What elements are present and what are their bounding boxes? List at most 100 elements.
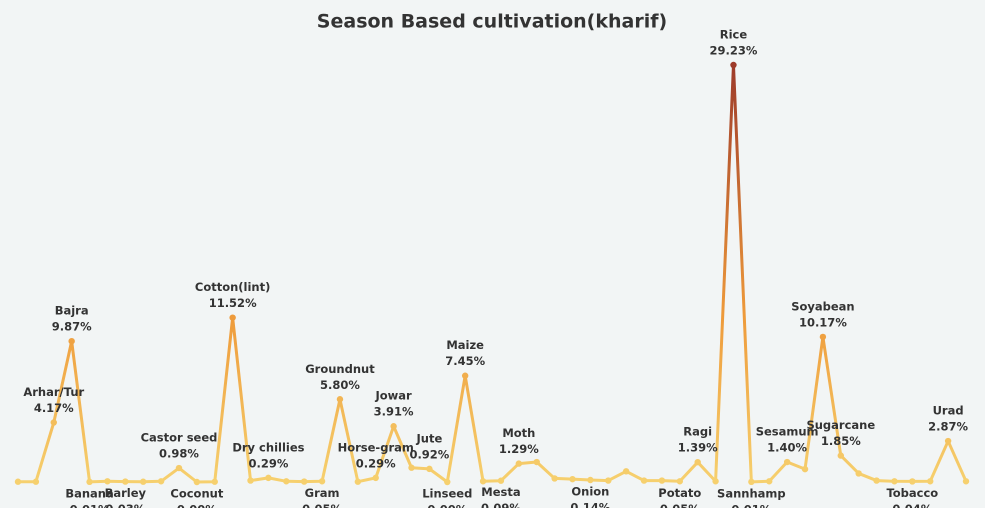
- point: [891, 478, 898, 485]
- point: [461, 372, 469, 379]
- point: [50, 419, 57, 426]
- point: [193, 478, 201, 486]
- point: [533, 458, 540, 466]
- category-label: Linseed: [422, 487, 472, 501]
- value-label: 0.29%: [356, 456, 396, 470]
- category-label: Ragi: [683, 425, 712, 439]
- value-label: 29.23%: [710, 44, 758, 58]
- value-label: 5.80%: [320, 378, 360, 392]
- point: [86, 478, 93, 486]
- category-label: Bajra: [55, 304, 89, 318]
- point: [408, 464, 415, 471]
- category-label: Gram: [305, 486, 340, 500]
- point: [748, 478, 755, 486]
- category-label: Arhar/Tur: [23, 385, 84, 399]
- point: [676, 478, 684, 485]
- point: [318, 478, 326, 485]
- category-label: Tobacco: [886, 486, 938, 500]
- point: [569, 475, 576, 483]
- category-label: Urad: [933, 404, 964, 418]
- value-label: 1.29%: [499, 442, 539, 456]
- category-label: Barley: [105, 486, 147, 500]
- value-label: 9.87%: [52, 320, 92, 334]
- category-label: Banana: [65, 486, 113, 500]
- point: [855, 470, 862, 477]
- value-label: 3.91%: [374, 405, 414, 419]
- category-label: Soyabean: [791, 299, 854, 313]
- point: [104, 478, 111, 485]
- point: [622, 468, 630, 475]
- point: [640, 477, 648, 484]
- point: [32, 478, 40, 485]
- category-label: Groundnut: [305, 362, 375, 376]
- point: [247, 477, 254, 484]
- value-label: 1.85%: [821, 434, 861, 448]
- point: [175, 464, 183, 472]
- point: [426, 465, 433, 473]
- point: [712, 478, 719, 485]
- point: [479, 478, 487, 485]
- point: [658, 477, 666, 484]
- category-label: Moth: [502, 426, 535, 440]
- value-label: 0.00%: [427, 503, 467, 508]
- point: [140, 478, 147, 485]
- point: [68, 337, 75, 345]
- point: [300, 478, 308, 485]
- category-label: Onion: [571, 485, 609, 499]
- point: [801, 465, 809, 473]
- category-label: Jowar: [374, 389, 412, 403]
- point: [605, 477, 612, 484]
- point: [211, 478, 218, 485]
- point: [766, 478, 773, 485]
- point: [497, 477, 505, 484]
- point: [873, 477, 880, 484]
- point: [587, 476, 594, 484]
- category-label: Jute: [416, 431, 443, 445]
- category-label: Castor seed: [141, 431, 218, 445]
- category-label: Cotton(lint): [195, 280, 271, 294]
- point: [283, 478, 290, 485]
- point: [551, 475, 558, 482]
- value-label: 7.45%: [445, 354, 485, 368]
- point: [909, 478, 916, 485]
- value-label: 0.29%: [248, 456, 288, 470]
- value-label: 0.04%: [892, 502, 932, 508]
- point: [515, 460, 523, 467]
- category-label: Dry chillies: [232, 440, 304, 454]
- point: [336, 396, 344, 403]
- category-label: Sesamum: [756, 425, 819, 439]
- value-label: 0.92%: [409, 447, 449, 461]
- value-label: 11.52%: [209, 296, 257, 310]
- point: [372, 474, 379, 482]
- category-label: Coconut: [170, 487, 223, 501]
- value-label: 0.09%: [481, 501, 521, 508]
- point: [819, 333, 827, 341]
- category-label: Maize: [446, 338, 484, 352]
- value-label: 4.17%: [34, 401, 74, 415]
- line: [18, 63, 968, 484]
- point: [390, 423, 397, 430]
- point: [837, 452, 844, 459]
- value-label: 0.05%: [302, 502, 342, 508]
- value-label: 0.14%: [570, 501, 610, 508]
- value-label: 10.17%: [799, 315, 847, 329]
- category-label: Rice: [720, 28, 748, 42]
- point: [962, 478, 970, 485]
- value-label: 0.01%: [731, 502, 771, 508]
- chart-title: Season Based cultivation(kharif): [317, 11, 667, 33]
- point: [122, 478, 129, 485]
- value-label: 0.03%: [105, 502, 145, 508]
- value-label: 1.39%: [678, 441, 718, 455]
- point: [14, 478, 22, 485]
- point: [265, 474, 272, 482]
- category-label: Sannhamp: [717, 486, 786, 500]
- value-label: 2.87%: [928, 420, 968, 434]
- point: [354, 478, 362, 485]
- category-label: Mesta: [481, 485, 520, 499]
- value-label: 0.00%: [177, 503, 217, 508]
- category-label: Potato: [658, 486, 701, 500]
- point: [694, 458, 701, 466]
- point: [229, 314, 236, 321]
- point: [783, 458, 791, 466]
